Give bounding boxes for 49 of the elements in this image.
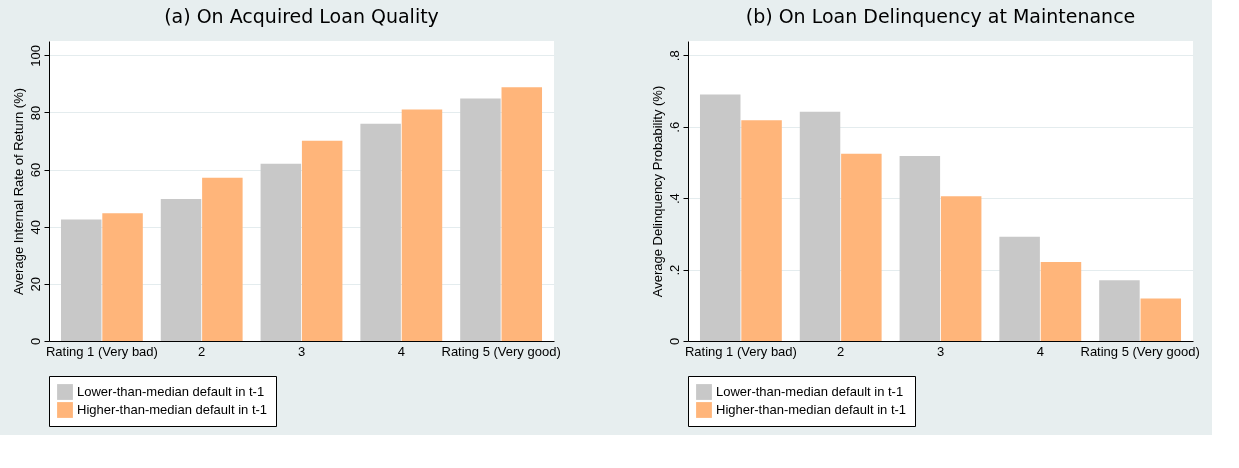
y-tick-label: .8 <box>666 50 682 62</box>
bar <box>999 236 1040 341</box>
x-tick-label: 2 <box>198 343 206 359</box>
bar <box>1040 262 1082 341</box>
bar <box>301 140 343 341</box>
chart-title: (b) On Loan Delinquency at Maintenance <box>745 5 1136 27</box>
y-tick-label: 20 <box>27 277 43 292</box>
y-tick-label: 100 <box>27 44 43 67</box>
bar <box>160 199 202 341</box>
y-axis-title: Average Delinquency Probability (%) <box>649 85 665 298</box>
y-axis-title: Average Internal Rate of Return (%) <box>10 87 26 296</box>
y-tick-label: 80 <box>27 105 43 121</box>
bar <box>699 94 741 341</box>
y-tick-label: 0 <box>666 337 682 346</box>
x-tick-label: Rating 5 (Very good) <box>441 343 561 359</box>
bar <box>1099 280 1140 341</box>
y-tick-label: .6 <box>666 121 682 133</box>
x-tick-label: Rating 5 (Very good) <box>1080 343 1200 359</box>
bar <box>202 177 243 341</box>
x-tick-label: Rating 1 (Very bad) <box>45 343 158 359</box>
bar <box>501 87 543 341</box>
bar <box>841 153 882 341</box>
y-tick-label: 60 <box>27 162 43 178</box>
bar <box>899 156 941 341</box>
x-tick-label: 4 <box>1036 343 1044 359</box>
bar <box>360 123 401 341</box>
legend-label: Higher-than-median default in t-1 <box>77 402 268 417</box>
bar <box>940 196 982 341</box>
legend-label: Lower-than-median default in t-1 <box>77 384 265 399</box>
y-tick-label: .2 <box>666 264 682 276</box>
bar <box>1140 298 1182 341</box>
bar <box>401 109 443 341</box>
bar <box>460 98 501 341</box>
x-tick-label: 4 <box>397 343 405 359</box>
x-tick-label: 3 <box>936 343 945 359</box>
chart-title: (a) On Acquired Loan Quality <box>164 5 439 27</box>
bar <box>102 213 143 341</box>
y-tick-label: 0 <box>27 337 43 346</box>
legend-label: Lower-than-median default in t-1 <box>716 384 904 399</box>
bar <box>799 111 841 341</box>
y-tick-label: 40 <box>27 219 43 235</box>
bar <box>60 219 102 341</box>
legend-label: Higher-than-median default in t-1 <box>716 402 907 417</box>
y-tick-label: .4 <box>666 193 682 205</box>
x-tick-label: Rating 1 (Very bad) <box>684 343 797 359</box>
bar <box>260 163 302 341</box>
x-tick-label: 2 <box>837 343 845 359</box>
x-tick-label: 3 <box>297 343 306 359</box>
bar <box>741 120 782 341</box>
